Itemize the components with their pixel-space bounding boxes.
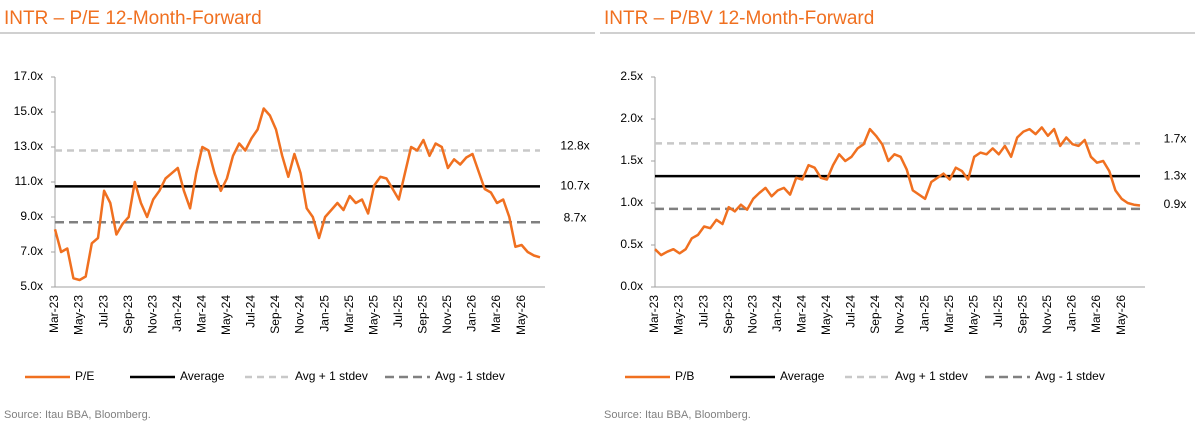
x-tick-label: Nov-25 xyxy=(1040,295,1054,334)
x-tick-label: May-25 xyxy=(966,295,980,335)
y-tick-label: 9.0x xyxy=(20,209,43,223)
y-tick-label: 5.0x xyxy=(20,279,43,293)
source-note: Source: Itau BBA, Bloomberg. xyxy=(4,409,151,421)
chart-title: INTR – P/BV 12-Month-Forward xyxy=(604,8,874,29)
x-tick-label: Jul-25 xyxy=(391,295,405,328)
x-tick-label: Nov-24 xyxy=(293,295,307,334)
y-tick-label: 7.0x xyxy=(20,244,43,258)
x-tick-label: Mar-25 xyxy=(342,295,356,333)
reference-label: 12.8x xyxy=(560,139,589,153)
x-tick-label: May-26 xyxy=(1114,295,1128,335)
x-tick-label: Mar-24 xyxy=(195,295,209,333)
x-tick-label: Nov-25 xyxy=(440,295,454,334)
x-tick-label: Nov-23 xyxy=(145,295,159,334)
y-tick-label: 0.5x xyxy=(620,237,643,251)
legend-label: P/E xyxy=(75,369,94,383)
x-tick-label: May-24 xyxy=(819,295,833,335)
x-tick-label: May-23 xyxy=(672,295,686,335)
x-tick-label: Jan-25 xyxy=(917,295,931,332)
x-tick-label: Mar-24 xyxy=(795,295,809,333)
x-tick-label: May-23 xyxy=(72,295,86,335)
x-tick-label: Mar-26 xyxy=(1089,295,1103,333)
legend-label: Average xyxy=(780,369,825,383)
legend-label: P/B xyxy=(675,369,694,383)
x-tick-label: Jul-25 xyxy=(991,295,1005,328)
x-tick-label: Sep-25 xyxy=(416,295,430,334)
legend-label: Avg - 1 stdev xyxy=(1035,369,1105,383)
data-line xyxy=(53,107,541,282)
x-tick-label: Mar-25 xyxy=(942,295,956,333)
y-tick-label: 11.0x xyxy=(15,174,43,188)
x-tick-label: Sep-24 xyxy=(868,295,882,334)
x-tick-label: Jan-26 xyxy=(465,295,479,332)
legend-label: Avg + 1 stdev xyxy=(295,369,368,383)
x-tick-label: May-25 xyxy=(366,295,380,335)
x-tick-label: Sep-23 xyxy=(721,295,735,334)
x-tick-label: Nov-23 xyxy=(745,295,759,334)
data-line xyxy=(654,126,1141,257)
reference-label: 1.7x xyxy=(1164,132,1187,146)
reference-label: 1.3x xyxy=(1164,168,1187,182)
x-tick-label: Jan-26 xyxy=(1065,295,1079,332)
x-tick-label: Sep-23 xyxy=(121,295,135,334)
legend-label: Avg - 1 stdev xyxy=(435,369,505,383)
x-tick-label: Jan-24 xyxy=(770,295,784,332)
x-tick-label: Sep-24 xyxy=(268,295,282,334)
x-tick-label: Mar-23 xyxy=(647,295,661,333)
y-tick-label: 0.0x xyxy=(620,279,643,293)
chart-title: INTR – P/E 12-Month-Forward xyxy=(4,8,262,29)
y-tick-label: 1.5x xyxy=(620,153,643,167)
x-tick-label: May-24 xyxy=(219,295,233,335)
x-tick-label: Jul-24 xyxy=(244,295,258,328)
x-tick-label: Mar-23 xyxy=(47,295,61,333)
x-tick-label: May-26 xyxy=(514,295,528,335)
x-tick-label: Sep-25 xyxy=(1016,295,1030,334)
reference-label: 8.7x xyxy=(564,210,587,224)
x-tick-label: Mar-26 xyxy=(489,295,503,333)
source-note: Source: Itau BBA, Bloomberg. xyxy=(604,409,751,421)
y-tick-label: 1.0x xyxy=(620,195,643,209)
x-tick-label: Jul-23 xyxy=(696,295,710,328)
x-tick-label: Jan-24 xyxy=(170,295,184,332)
y-tick-label: 2.0x xyxy=(620,111,643,125)
y-tick-label: 2.5x xyxy=(620,69,643,83)
y-tick-label: 13.0x xyxy=(14,139,43,153)
legend-label: Avg + 1 stdev xyxy=(895,369,968,383)
x-tick-label: Nov-24 xyxy=(893,295,907,334)
x-tick-label: Jul-24 xyxy=(844,295,858,328)
legend-label: Average xyxy=(180,369,225,383)
reference-label: 0.9x xyxy=(1164,197,1187,211)
x-tick-label: Jul-23 xyxy=(96,295,110,328)
y-tick-label: 15.0x xyxy=(14,104,43,118)
x-tick-label: Jan-25 xyxy=(317,295,331,332)
y-tick-label: 17.0x xyxy=(14,69,43,83)
reference-label: 10.7x xyxy=(560,179,589,193)
